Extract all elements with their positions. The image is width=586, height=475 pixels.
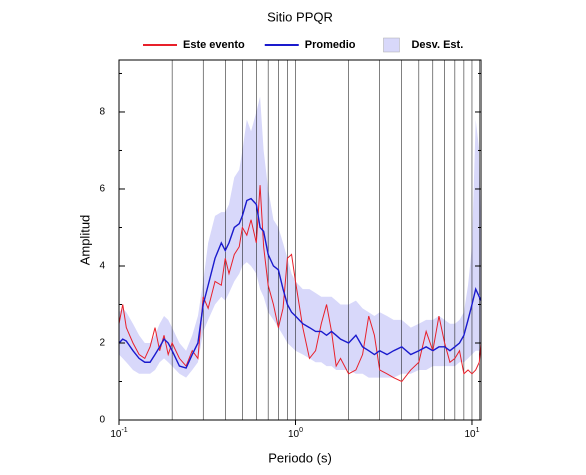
series-line bbox=[118, 185, 482, 383]
y-tick-label: 0 bbox=[99, 415, 105, 426]
y-tick-label: 2 bbox=[99, 338, 105, 349]
y-tick-label: 4 bbox=[99, 261, 105, 272]
chart-title: Sitio PPQR bbox=[267, 9, 333, 24]
x-tick-label: 100 bbox=[288, 427, 303, 440]
std-band bbox=[119, 96, 481, 378]
legend-label: Este evento bbox=[183, 39, 245, 51]
x-tick-label: 10-1 bbox=[110, 427, 127, 440]
legend-swatch bbox=[383, 37, 400, 53]
x-tick-label: 101 bbox=[464, 427, 479, 440]
x-axis-label: Periodo (s) bbox=[268, 450, 332, 465]
legend-label: Promedio bbox=[305, 39, 356, 51]
plot-frame bbox=[118, 59, 482, 421]
y-axis-label: Amplitud bbox=[77, 215, 92, 266]
y-tick-label: 8 bbox=[99, 107, 105, 118]
series-line bbox=[118, 197, 482, 369]
legend-label: Desv. Est. bbox=[411, 39, 463, 51]
y-tick-label: 6 bbox=[99, 184, 105, 195]
